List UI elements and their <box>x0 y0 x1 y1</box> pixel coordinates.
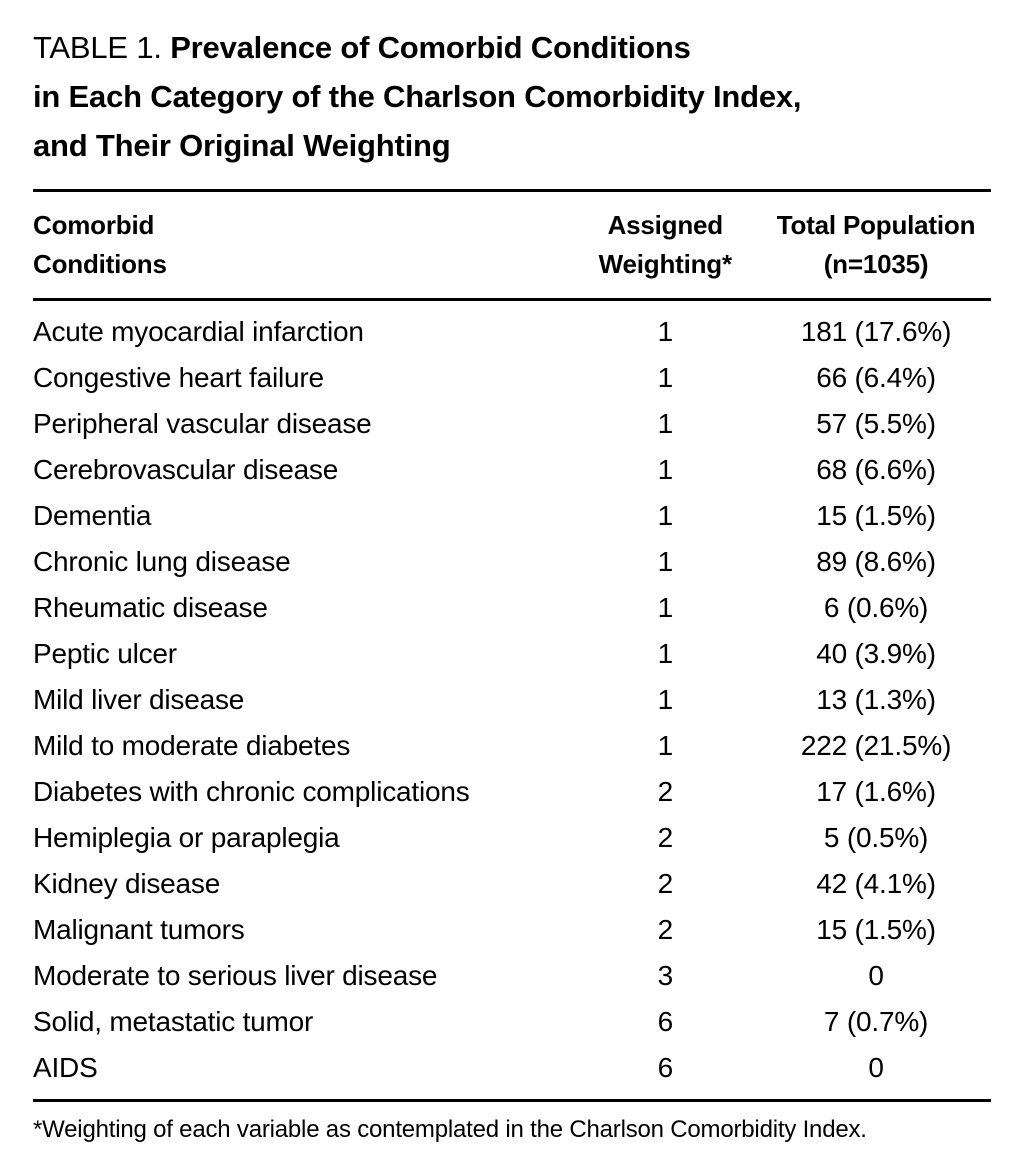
weight-cell: 1 <box>657 683 674 715</box>
condition-cell: Peptic ulcer <box>33 637 177 669</box>
weight-cell: 2 <box>657 913 674 945</box>
table-row: Chronic lung disease 1 89 (8.6%) <box>33 539 991 585</box>
population-cell: 89 (8.6%) <box>816 545 936 577</box>
population-cell: 6 (0.6%) <box>823 591 929 623</box>
population-cell: 57 (5.5%) <box>816 407 936 439</box>
table-row: Dementia 1 15 (1.5%) <box>33 493 991 539</box>
table-header: Comorbid Conditions Assigned Weighting* … <box>33 190 991 301</box>
weight-cell: 1 <box>657 545 674 577</box>
condition-cell: Rheumatic disease <box>33 591 268 623</box>
condition-cell: Kidney disease <box>33 867 221 899</box>
table-row: Solid, metastatic tumor 6 7 (0.7%) <box>33 999 991 1045</box>
condition-cell: Moderate to serious liver disease <box>33 959 438 991</box>
population-cell: 181 (17.6%) <box>800 315 952 347</box>
table-row: Mild to moderate diabetes 1 222 (21.5%) <box>33 723 991 769</box>
population-cell: 0 <box>868 959 884 991</box>
table-row: Moderate to serious liver disease 3 0 <box>33 953 991 999</box>
condition-cell: Chronic lung disease <box>33 545 291 577</box>
weight-cell: 1 <box>657 407 674 439</box>
condition-cell: Dementia <box>33 499 152 531</box>
condition-cell: Cerebrovascular disease <box>33 453 339 485</box>
header-assigned-weighting: Assigned Weighting* <box>569 190 762 301</box>
table-body: Acute myocardial infarction 1 181 (17.6%… <box>33 299 991 1100</box>
header-comorbid-conditions: Comorbid Conditions <box>33 190 570 301</box>
table-row: Peptic ulcer 1 40 (3.9%) <box>33 631 991 677</box>
weight-cell: 6 <box>657 1051 674 1083</box>
table-title: TABLE 1. Prevalence of Comorbid Conditio… <box>33 24 991 171</box>
weight-cell: 3 <box>657 959 674 991</box>
comorbidity-table: Comorbid Conditions Assigned Weighting* … <box>33 188 991 1102</box>
table-footnote: *Weighting of each variable as contempla… <box>33 1115 867 1143</box>
condition-cell: Mild liver disease <box>33 683 245 715</box>
weight-cell: 2 <box>657 821 674 853</box>
condition-cell: Diabetes with chronic complications <box>33 775 470 807</box>
weight-cell: 1 <box>657 453 674 485</box>
condition-cell: Congestive heart failure <box>33 361 324 393</box>
table-row: AIDS 6 0 <box>33 1045 991 1101</box>
condition-cell: Peripheral vascular disease <box>33 407 372 439</box>
weight-cell: 1 <box>657 591 674 623</box>
table-row: Acute myocardial infarction 1 181 (17.6%… <box>33 299 991 355</box>
condition-cell: Acute myocardial infarction <box>33 315 364 347</box>
population-cell: 42 (4.1%) <box>816 867 936 899</box>
weight-cell: 1 <box>657 361 674 393</box>
population-cell: 5 (0.5%) <box>823 821 929 853</box>
condition-cell: AIDS <box>33 1051 98 1083</box>
condition-cell: Mild to moderate diabetes <box>33 729 351 761</box>
table-row: Diabetes with chronic complications 2 17… <box>33 769 991 815</box>
weight-cell: 1 <box>657 315 674 347</box>
weight-cell: 6 <box>657 1005 674 1037</box>
header-row: Comorbid Conditions Assigned Weighting* … <box>33 190 991 301</box>
weight-cell: 1 <box>657 637 674 669</box>
weight-cell: 1 <box>657 499 674 531</box>
population-cell: 222 (21.5%) <box>800 729 952 761</box>
table-row: Malignant tumors 2 15 (1.5%) <box>33 907 991 953</box>
population-cell: 0 <box>868 1051 884 1083</box>
table-row: Congestive heart failure 1 66 (6.4%) <box>33 355 991 401</box>
table-row: Peripheral vascular disease 1 57 (5.5%) <box>33 401 991 447</box>
population-cell: 13 (1.3%) <box>816 683 936 715</box>
weight-cell: 2 <box>657 775 674 807</box>
table-number-label: TABLE 1. <box>33 30 171 65</box>
table-row: Hemiplegia or paraplegia 2 5 (0.5%) <box>33 815 991 861</box>
population-cell: 40 (3.9%) <box>816 637 936 669</box>
condition-cell: Hemiplegia or paraplegia <box>33 821 340 853</box>
population-cell: 15 (1.5%) <box>816 499 936 531</box>
table-row: Kidney disease 2 42 (4.1%) <box>33 861 991 907</box>
population-cell: 68 (6.6%) <box>816 453 936 485</box>
population-cell: 17 (1.6%) <box>816 775 936 807</box>
header-total-population: Total Population (n=1035) <box>761 190 991 301</box>
population-cell: 66 (6.4%) <box>816 361 936 393</box>
weight-cell: 1 <box>657 729 674 761</box>
table-row: Rheumatic disease 1 6 (0.6%) <box>33 585 991 631</box>
table-title-text: Prevalence of Comorbid Conditions in Eac… <box>33 30 802 163</box>
population-cell: 7 (0.7%) <box>823 1005 929 1037</box>
population-cell: 15 (1.5%) <box>816 913 936 945</box>
condition-cell: Malignant tumors <box>33 913 245 945</box>
table-row: Mild liver disease 1 13 (1.3%) <box>33 677 991 723</box>
table-row: Cerebrovascular disease 1 68 (6.6%) <box>33 447 991 493</box>
condition-cell: Solid, metastatic tumor <box>33 1005 314 1037</box>
weight-cell: 2 <box>657 867 674 899</box>
